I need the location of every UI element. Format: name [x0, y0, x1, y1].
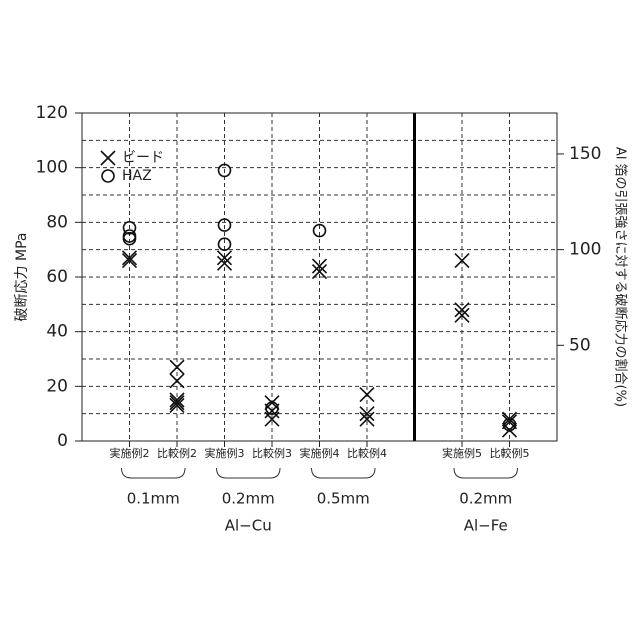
x-tick-label: 比較例5 [490, 446, 530, 460]
group-label: 0.2mm [222, 490, 275, 508]
material-label: Al−Fe [464, 517, 508, 535]
bracket [312, 468, 376, 478]
group-label: 0.2mm [459, 490, 512, 508]
y-tick-label: 0 [57, 431, 68, 451]
legend-label: ビード [122, 150, 164, 166]
y-tick-label: 100 [36, 158, 68, 178]
material-label: Al−Cu [225, 517, 272, 535]
legend-label: HAZ [122, 168, 152, 184]
y2-tick-label: 150 [569, 144, 601, 164]
x-tick-label: 実施例3 [205, 446, 245, 460]
x-tick-label: 比較例2 [157, 446, 197, 460]
y2-tick-label: 50 [569, 335, 591, 355]
group-label: 0.1mm [127, 490, 180, 508]
y2-tick-label: 100 [569, 240, 601, 260]
x-tick-label: 比較例4 [347, 446, 387, 460]
chart: 破断応力 MPa Al 箔の引張強さに対する破断応力の割合(%) 0 20 40 60… [0, 0, 640, 640]
y-tick-label: 120 [36, 103, 68, 123]
x-tick-label: 比較例3 [252, 446, 292, 460]
y-axis-title: 破断応力 MPa [14, 233, 30, 322]
y-tick-label: 80 [46, 212, 68, 232]
x-tick-label: 実施例5 [442, 446, 482, 460]
marker-o [102, 170, 114, 182]
x-tick-label: 実施例4 [300, 446, 340, 460]
group-label: 0.5mm [317, 490, 370, 508]
marker-x [101, 151, 115, 165]
x-tick-label: 実施例2 [110, 446, 150, 460]
y-tick-label: 40 [46, 322, 68, 342]
y-tick-label: 60 [46, 267, 68, 287]
bracket [122, 468, 186, 478]
y-tick-label: 20 [46, 376, 68, 396]
bracket [217, 468, 281, 478]
bracket [454, 468, 518, 478]
y2-axis-title: Al 箔の引張強さに対する破断応力の割合(%) [613, 147, 629, 407]
